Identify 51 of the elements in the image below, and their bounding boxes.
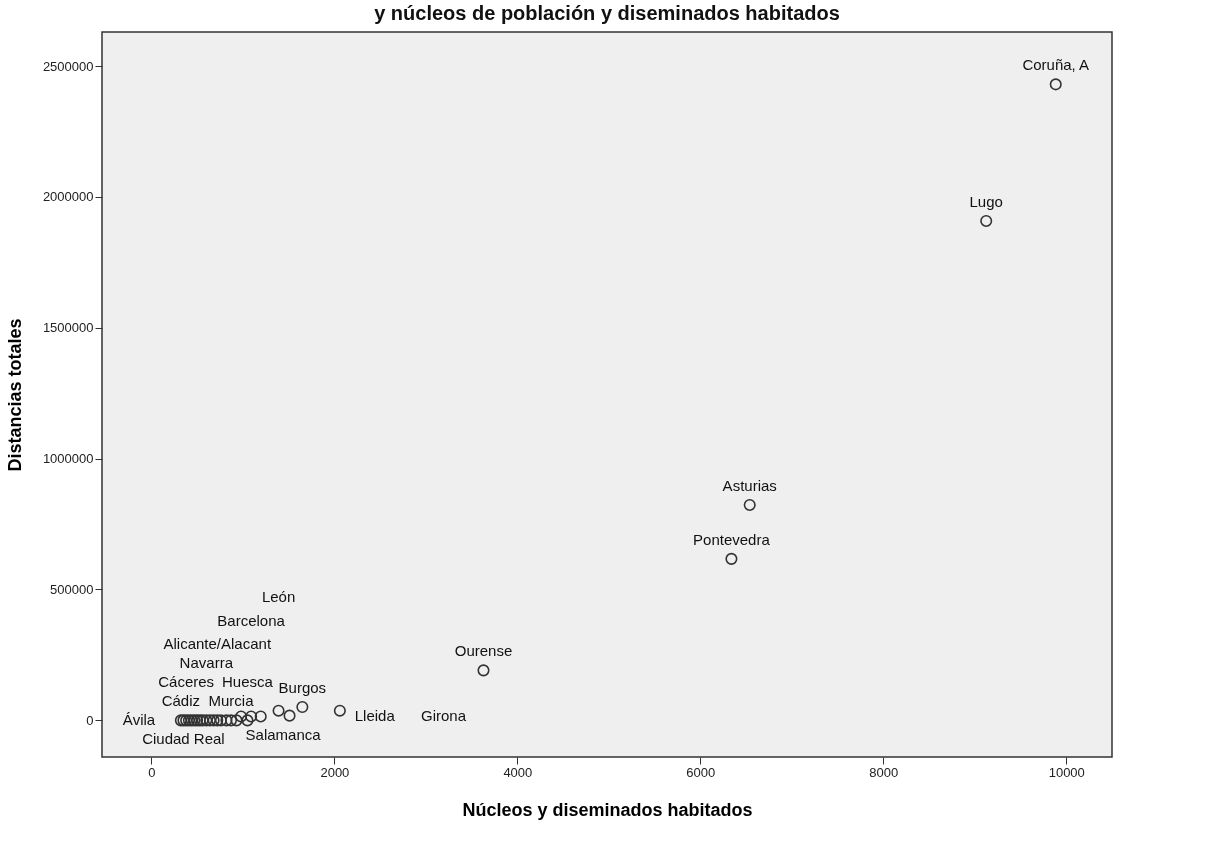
text: Girona xyxy=(421,706,467,724)
point xyxy=(725,552,738,565)
y-tick-label: 500000 xyxy=(50,581,94,597)
point xyxy=(333,704,346,717)
x-tick-label: 2000 xyxy=(320,764,350,780)
text: Lleida xyxy=(354,707,395,725)
text: Ourense xyxy=(454,642,513,660)
y-tick-label: 1500000 xyxy=(42,320,94,336)
y-tick-label: 1000000 xyxy=(42,451,94,467)
y-tick-label: 0 xyxy=(86,712,94,728)
point xyxy=(245,710,258,723)
text: Burgos xyxy=(278,679,327,697)
text: Alicante/Alacant xyxy=(163,635,272,653)
text: Cádiz xyxy=(161,692,201,710)
text: Huesca xyxy=(222,673,273,691)
point xyxy=(220,714,233,727)
point xyxy=(241,714,254,727)
point xyxy=(230,714,243,727)
chart-title: y núcleos de población y diseminados habitados xyxy=(374,2,840,24)
point xyxy=(283,709,296,722)
x-tick-label: 4000 xyxy=(503,764,533,780)
point xyxy=(254,710,267,723)
y-tick-label: 2000000 xyxy=(42,189,94,205)
x-tick-label: 8000 xyxy=(869,764,899,780)
y-axis-title: Distancias totales xyxy=(4,318,25,472)
text: Lugo xyxy=(969,192,1003,210)
text: Coruña, A xyxy=(1022,56,1090,74)
point xyxy=(207,714,220,727)
x-tick-label: 6000 xyxy=(686,764,716,780)
point xyxy=(477,664,490,677)
point xyxy=(235,710,248,723)
text: Asturias xyxy=(722,476,777,494)
x-tick-label: 10000 xyxy=(1048,764,1085,780)
text: Ávila xyxy=(122,711,156,729)
text: Barcelona xyxy=(217,612,285,630)
text: Ciudad Real xyxy=(142,730,225,748)
point xyxy=(980,214,993,227)
y-tick-label: 2500000 xyxy=(42,58,94,74)
text: Pontevedra xyxy=(693,530,770,548)
point xyxy=(743,498,756,511)
text: Murcia xyxy=(208,692,254,710)
point xyxy=(296,700,309,714)
point xyxy=(1049,78,1062,91)
x-axis-title: Núcleos y diseminados habitados xyxy=(462,799,753,820)
point xyxy=(272,704,285,717)
text: Salamanca xyxy=(245,726,321,744)
text: Navarra xyxy=(179,654,233,672)
point xyxy=(224,714,238,727)
text: León xyxy=(261,587,296,605)
x-tick-label: 0 xyxy=(148,764,156,780)
text: Cáceres xyxy=(158,673,215,691)
